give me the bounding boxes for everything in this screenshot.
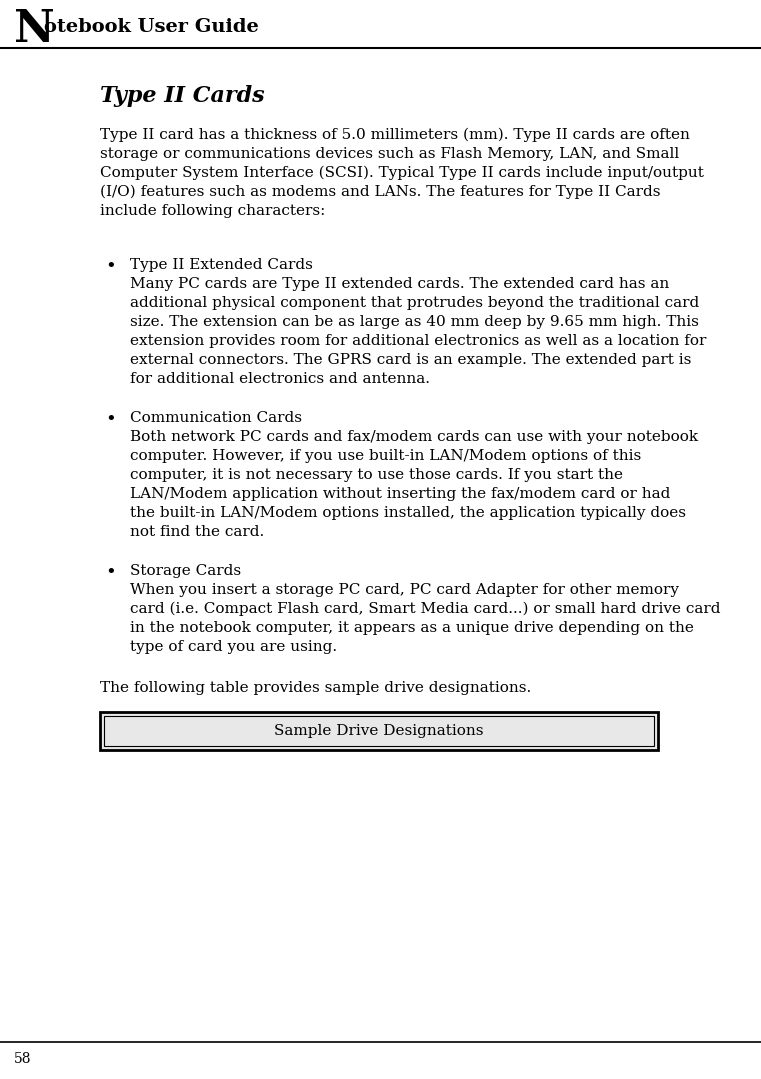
Text: for additional electronics and antenna.: for additional electronics and antenna.: [130, 372, 430, 386]
Text: size. The extension can be as large as 40 mm deep by 9.65 mm high. This: size. The extension can be as large as 4…: [130, 315, 699, 329]
Text: type of card you are using.: type of card you are using.: [130, 640, 337, 654]
Text: in the notebook computer, it appears as a unique drive depending on the: in the notebook computer, it appears as …: [130, 622, 694, 636]
Text: •: •: [105, 258, 116, 276]
Text: the built-in LAN/Modem options installed, the application typically does: the built-in LAN/Modem options installed…: [130, 506, 686, 520]
Text: Type II card has a thickness of 5.0 millimeters (mm). Type II cards are often: Type II card has a thickness of 5.0 mill…: [100, 128, 690, 142]
Text: Sample Drive Designations: Sample Drive Designations: [274, 724, 484, 738]
Text: N: N: [14, 8, 55, 51]
Text: •: •: [105, 411, 116, 429]
Text: LAN/Modem application without inserting the fax/modem card or had: LAN/Modem application without inserting …: [130, 487, 670, 501]
Text: otebook User Guide: otebook User Guide: [44, 18, 259, 36]
Text: computer. However, if you use built-in LAN/Modem options of this: computer. However, if you use built-in L…: [130, 449, 642, 463]
Text: extension provides room for additional electronics as well as a location for: extension provides room for additional e…: [130, 334, 706, 349]
Text: (I/O) features such as modems and LANs. The features for Type II Cards: (I/O) features such as modems and LANs. …: [100, 185, 661, 200]
Text: storage or communications devices such as Flash Memory, LAN, and Small: storage or communications devices such a…: [100, 147, 680, 161]
Text: •: •: [105, 564, 116, 582]
Text: 58: 58: [14, 1052, 31, 1066]
Text: Communication Cards: Communication Cards: [130, 411, 302, 425]
Bar: [104, 716, 654, 746]
Bar: [100, 712, 658, 750]
Text: When you insert a storage PC card, PC card Adapter for other memory: When you insert a storage PC card, PC ca…: [130, 583, 679, 597]
Text: include following characters:: include following characters:: [100, 204, 326, 218]
Text: Type II Extended Cards: Type II Extended Cards: [130, 258, 313, 272]
Text: additional physical component that protrudes beyond the traditional card: additional physical component that protr…: [130, 296, 699, 310]
Text: The following table provides sample drive designations.: The following table provides sample driv…: [100, 681, 531, 695]
Text: Storage Cards: Storage Cards: [130, 564, 241, 578]
Text: not find the card.: not find the card.: [130, 525, 264, 540]
Text: computer, it is not necessary to use those cards. If you start the: computer, it is not necessary to use tho…: [130, 468, 623, 482]
Text: Both network PC cards and fax/modem cards can use with your notebook: Both network PC cards and fax/modem card…: [130, 431, 698, 443]
Text: external connectors. The GPRS card is an example. The extended part is: external connectors. The GPRS card is an…: [130, 353, 692, 367]
Text: Computer System Interface (SCSI). Typical Type II cards include input/output: Computer System Interface (SCSI). Typica…: [100, 166, 704, 180]
Text: card (i.e. Compact Flash card, Smart Media card...) or small hard drive card: card (i.e. Compact Flash card, Smart Med…: [130, 602, 721, 616]
Text: Many PC cards are Type II extended cards. The extended card has an: Many PC cards are Type II extended cards…: [130, 277, 669, 291]
Text: Type II Cards: Type II Cards: [100, 85, 265, 107]
